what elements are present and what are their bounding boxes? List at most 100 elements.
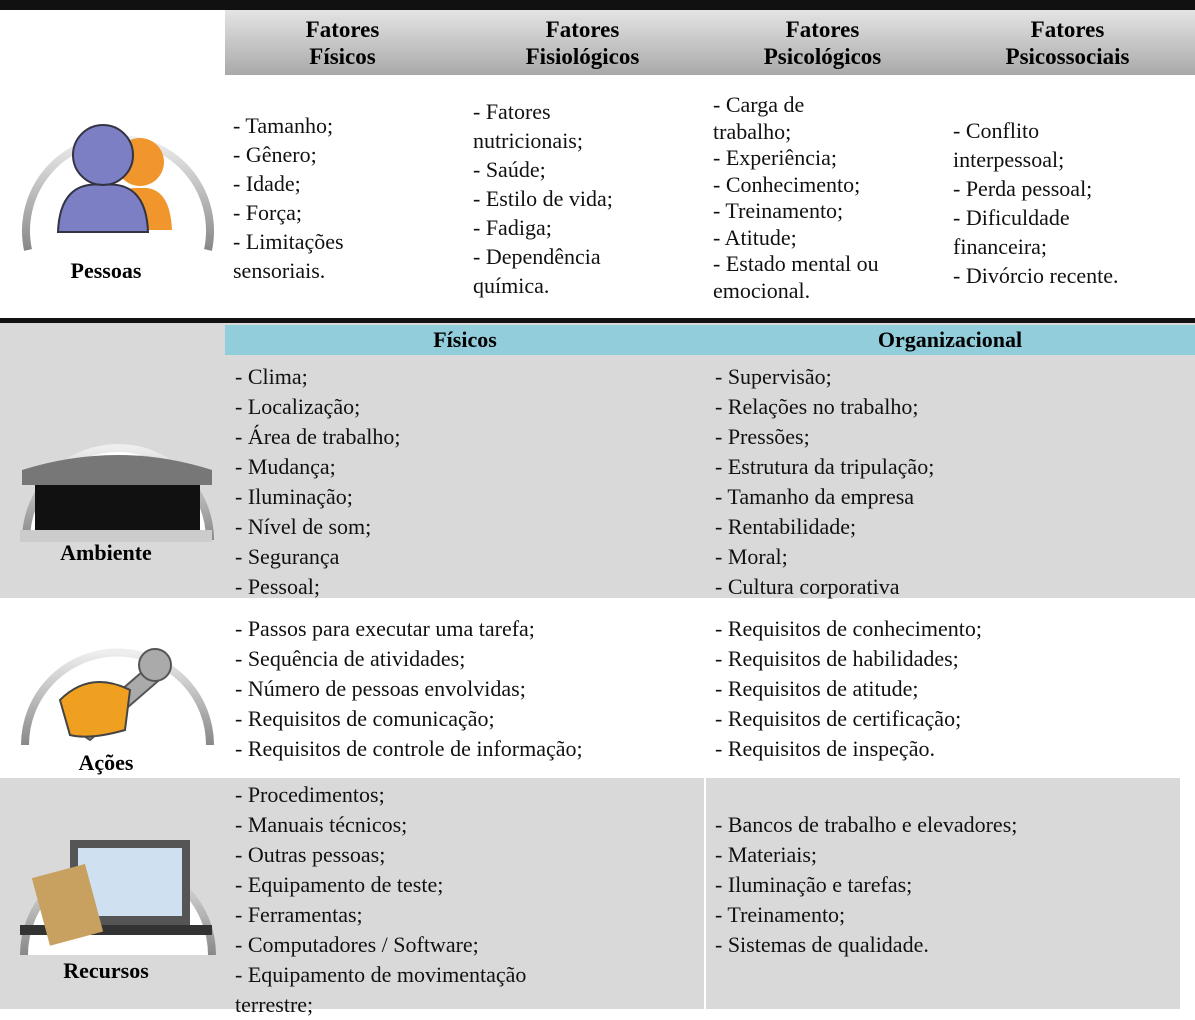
- text-line: - Atitude;: [713, 224, 797, 250]
- text-line: - Estado mental ou: [713, 251, 879, 276]
- cell: - Procedimentos; - Manuais técnicos; - Out…: [227, 780, 703, 1017]
- text-line: - Computadores / Software;: [235, 932, 479, 957]
- text-line: - Ferramentas;: [235, 902, 363, 927]
- top-rule: [0, 0, 1195, 10]
- cell: - Conflito interpessoal; - Perda pessoal; -…: [945, 78, 1195, 318]
- text-line: - Requisitos de comunicação;: [235, 706, 495, 731]
- text-line: - Área de trabalho;: [235, 424, 401, 449]
- text-line: - Supervisão;: [715, 364, 832, 389]
- text-line: - Experiência;: [713, 145, 837, 170]
- cell: - Passos para executar uma tarefa; - Sequ…: [227, 602, 707, 776]
- cell: - Requisitos de conhecimento; - Requisito…: [707, 602, 1195, 776]
- text-line: - Fatores: [473, 98, 551, 124]
- text-line: - Requisitos de controle de informação;: [235, 736, 583, 761]
- text-line: - Pressões;: [715, 424, 810, 449]
- column-header: Fatores Psicossociais: [940, 10, 1195, 75]
- text-line: química.: [473, 272, 550, 298]
- text-line: - Treinamento;: [713, 198, 844, 223]
- icon-ambiente: [20, 444, 214, 542]
- text-line: - Carga de: [713, 92, 805, 117]
- text-line: - Iluminação;: [235, 484, 353, 509]
- text-line: nutricionais;: [473, 127, 583, 153]
- col-sep: [704, 778, 706, 1009]
- text-line: Fatores: [785, 16, 860, 42]
- cell: - Carga de trabalho; - Experiência; - Conhe…: [705, 78, 940, 318]
- text-line: - Materiais;: [715, 841, 818, 867]
- text-line: - Manuais técnicos;: [235, 812, 408, 837]
- icon-pessoas: [22, 124, 214, 251]
- text-line: terrestre;: [235, 992, 314, 1017]
- text-line: - Estrutura da tripulação;: [715, 454, 935, 479]
- text-line: - Requisitos de conhecimento;: [715, 616, 982, 641]
- text-line: - Requisitos de inspeção.: [715, 736, 935, 761]
- text-line: - Requisitos de atitude;: [715, 676, 919, 701]
- text-line: - Outras pessoas;: [235, 842, 386, 867]
- text-line: - Dependência: [473, 243, 601, 269]
- text-line: financeira;: [953, 234, 1048, 259]
- recursos-bg: [0, 778, 1180, 1009]
- text-line: - Passos para executar uma tarefa;: [235, 616, 535, 641]
- text-line: - Sistemas de qualidade.: [715, 931, 929, 957]
- row-label: Recursos: [63, 958, 149, 983]
- cell: - Supervisão; - Relações no trabalho; - Pr…: [707, 362, 1195, 599]
- text-line: - Fadiga;: [473, 214, 552, 240]
- text-line: - Divórcio recente.: [953, 263, 1119, 288]
- text-line: - Conflito: [953, 118, 1040, 143]
- ambiente-bg: [0, 323, 1195, 598]
- text-line: - Estilo de vida;: [473, 185, 613, 211]
- cell: - Clima; - Localização; - Área de trabalho…: [227, 362, 707, 599]
- text-line: - Requisitos de habilidades;: [715, 646, 959, 671]
- text-line: Físicos: [309, 43, 376, 69]
- text-line: - Treinamento;: [715, 901, 846, 927]
- text-line: interpessoal;: [953, 147, 1065, 172]
- text-line: - Clima;: [235, 364, 308, 389]
- text-line: - Perda pessoal;: [953, 176, 1093, 201]
- text-line: Fatores: [305, 16, 380, 42]
- text-line: Psicológicos: [763, 43, 882, 69]
- cell: - Fatores nutricionais; - Saúde; - Estilo d…: [465, 78, 705, 318]
- text-line: - Equipamento de teste;: [235, 872, 444, 897]
- text-line: - Segurança: [235, 544, 340, 569]
- column-header: Fatores Físicos: [225, 10, 460, 75]
- text-line: - Tamanho da empresa: [715, 484, 915, 509]
- column-subheader: Organizacional: [705, 325, 1195, 355]
- text-line: - Tamanho;: [233, 113, 334, 138]
- text-line: - Rentabilidade;: [715, 514, 857, 539]
- text-line: - Equipamento de movimentação: [235, 962, 527, 987]
- text-line: Fatores: [1030, 16, 1105, 42]
- text-line: - Sequência de atividades;: [235, 646, 466, 671]
- text-line: Psicossociais: [1005, 43, 1130, 69]
- text-line: - Cultura corporativa: [715, 574, 900, 599]
- cell: - Bancos de trabalho e elevadores; - Mate…: [707, 780, 1193, 1009]
- text-line: - Dificuldade: [953, 205, 1070, 230]
- row-label: Ações: [78, 750, 134, 775]
- text-line: - Gênero;: [233, 142, 317, 167]
- text-line: - Procedimentos;: [235, 782, 385, 807]
- text-line: sensoriais.: [233, 258, 326, 283]
- text-line: - Idade;: [233, 171, 301, 196]
- text-line: - Número de pessoas envolvidas;: [235, 676, 526, 701]
- text-line: Fatores: [545, 16, 620, 42]
- text-line: - Força;: [233, 200, 303, 225]
- text-line: emocional.: [713, 277, 811, 303]
- text-line: - Pessoal;: [235, 574, 320, 599]
- icon-acoes: [21, 648, 214, 746]
- text-line: - Requisitos de certificação;: [715, 706, 962, 731]
- text-line: - Nível de som;: [235, 514, 372, 539]
- text-line: - Saúde;: [473, 156, 546, 182]
- text-line: - Iluminação e tarefas;: [715, 871, 913, 897]
- column-header: Fatores Fisiológicos: [460, 10, 705, 75]
- column-header: Fatores Psicológicos: [705, 10, 940, 75]
- text-line: Fisiológicos: [525, 43, 640, 69]
- text-line: - Relações no trabalho;: [715, 394, 919, 419]
- cell: - Tamanho; - Gênero; - Idade; - Força; - Lim…: [225, 78, 460, 318]
- text-line: - Moral;: [715, 544, 788, 569]
- row-label: Ambiente: [60, 540, 152, 565]
- text-line: - Bancos de trabalho e elevadores;: [715, 811, 1018, 837]
- text-line: - Localização;: [235, 394, 361, 419]
- column-subheader: Físicos: [225, 325, 705, 355]
- text-line: - Limitações: [233, 229, 344, 254]
- icon-recursos: [20, 840, 216, 956]
